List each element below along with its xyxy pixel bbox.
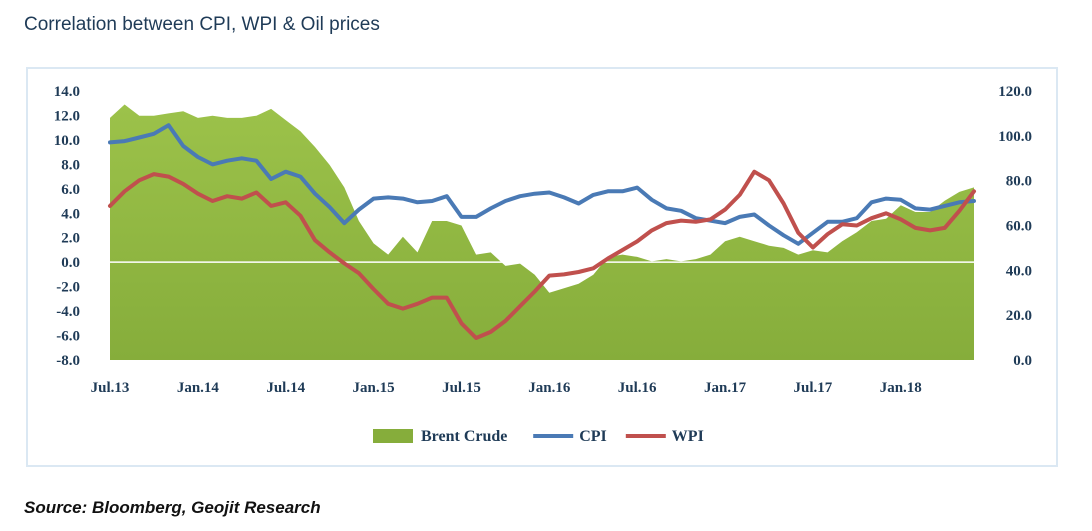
right-tick-label: 80.0 [1006,174,1032,190]
x-tick-label: Jan.16 [528,380,571,396]
brent-area-layer [110,104,974,360]
right-tick-label: 120.0 [998,84,1032,100]
x-tick-label: Jan.17 [704,380,747,396]
left-tick-label: 8.0 [61,157,80,173]
left-tick-label: 4.0 [61,206,80,222]
left-tick-label: 2.0 [61,231,80,247]
cpi-legend-label: CPI [579,428,607,445]
x-tick-label: Jul.13 [91,380,130,396]
x-tick-label: Jan.15 [353,380,395,396]
x-tick-label: Jan.14 [177,380,220,396]
series-line-layer [108,123,976,340]
left-tick-label: 12.0 [54,108,80,124]
left-tick-label: 14.0 [54,84,80,100]
legend: Brent Crude CPI WPI [373,428,704,445]
x-tick-label: Jan.18 [880,380,922,396]
left-tick-label: -8.0 [56,353,80,369]
right-tick-label: 0.0 [1013,353,1032,369]
left-tick-label: 6.0 [61,182,80,198]
cpi-line [108,123,976,246]
chart-frame: 14.0 12.0 10.0 8.0 6.0 4.0 2.0 0.0 -2.0 -4.0 -6.0 -… [26,67,1058,467]
brent-crude-area [110,104,974,360]
right-tick-label: 20.0 [1006,308,1032,324]
left-tick-label: 0.0 [61,255,80,271]
left-axis: 14.0 12.0 10.0 8.0 6.0 4.0 2.0 0.0 -2.0 -4.0 -6.0 -… [54,84,80,369]
source-note: Source: Bloomberg, Geojit Research [24,498,321,517]
x-axis: Jul.13 Jan.14 Jul.14 Jan.15 Jul.15 Jan.16 Jul.… [91,380,922,396]
right-tick-label: 40.0 [1006,263,1032,279]
x-tick-label: Jul.14 [266,380,305,396]
brent-crude-legend-swatch [373,429,413,443]
wpi-legend-label: WPI [672,428,704,445]
wpi-line [108,169,976,340]
right-tick-label: 60.0 [1006,219,1032,235]
left-tick-label: 10.0 [54,133,80,149]
x-tick-label: Jul.17 [794,380,833,396]
chart-title: Correlation between CPI, WPI & Oil price… [24,14,380,35]
x-tick-label: Jul.15 [442,380,481,396]
brent-crude-legend-label: Brent Crude [421,428,507,445]
left-tick-label: -6.0 [56,329,80,345]
left-tick-label: -2.0 [56,280,80,296]
x-tick-label: Jul.16 [618,380,657,396]
left-tick-label: -4.0 [56,304,80,320]
correlation-chart: 14.0 12.0 10.0 8.0 6.0 4.0 2.0 0.0 -2.0 -4.0 -6.0 -… [54,84,1032,445]
right-tick-label: 100.0 [998,129,1032,145]
right-axis: 120.0 100.0 80.0 60.0 40.0 20.0 0.0 [998,84,1032,369]
